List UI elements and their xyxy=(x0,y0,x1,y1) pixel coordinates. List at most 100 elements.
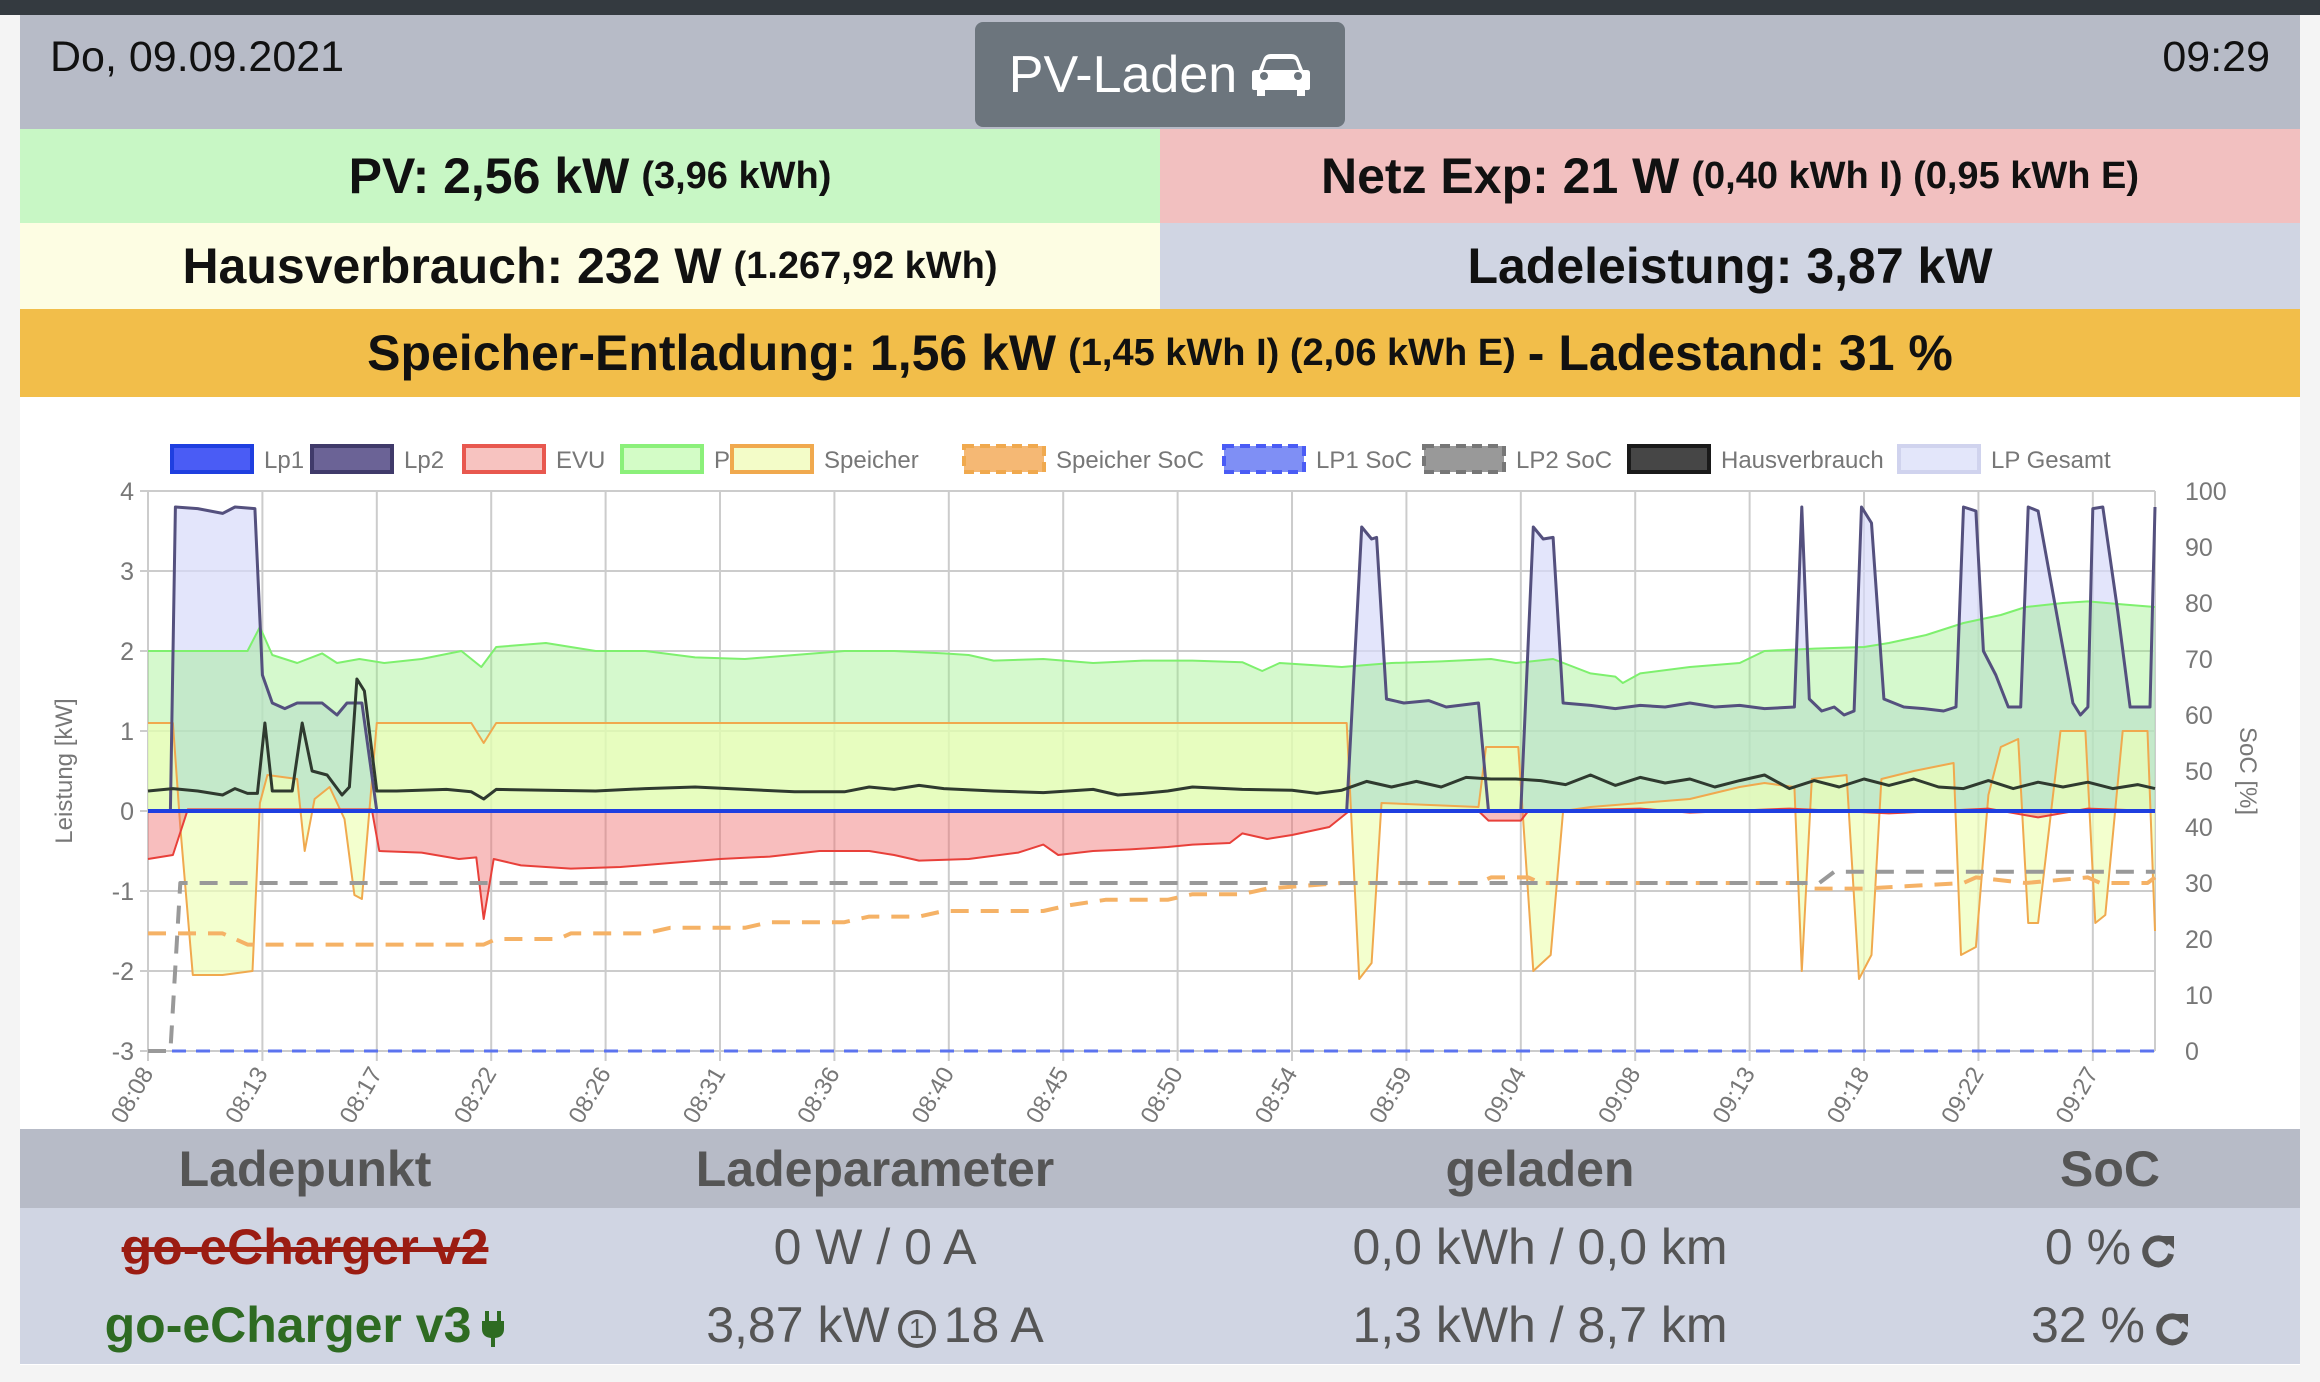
grid-power: Netz Exp: 21 W xyxy=(1320,148,1680,204)
y2-tick-label: 70 xyxy=(2185,646,2213,674)
x-tick-label: 08:13 xyxy=(220,1063,273,1129)
legend-label: Hausverbrauch xyxy=(1721,447,1884,474)
x-tick-label: 08:59 xyxy=(1364,1063,1417,1129)
col-ladepunkt: Ladepunkt xyxy=(178,1140,432,1197)
legend-swatch xyxy=(962,444,1046,474)
y2-tick-label: 50 xyxy=(2185,758,2213,786)
y-tick-label: 2 xyxy=(120,638,134,666)
chargepoint-name[interactable]: go-eCharger v2 xyxy=(121,1219,489,1275)
x-tick-label: 09:13 xyxy=(1707,1063,1760,1129)
x-tick-label: 08:08 xyxy=(106,1063,159,1129)
legend-label: Lp2 xyxy=(404,447,444,474)
grid-summary: Netz Exp: 21 W (0,40 kWh I) (0,95 kWh E) xyxy=(1160,129,2300,223)
top-bar xyxy=(0,0,2320,15)
legend-item-speicher[interactable]: Speicher xyxy=(730,444,919,474)
car-icon xyxy=(1252,53,1311,96)
y2-tick-label: 10 xyxy=(2185,982,2213,1010)
refresh-icon[interactable] xyxy=(2141,1232,2175,1270)
pv-power: PV: 2,56 kW xyxy=(348,148,630,204)
legend-item-speicher-soc[interactable]: Speicher SoC xyxy=(962,444,1204,474)
legend-item-lp2-soc[interactable]: LP2 SoC xyxy=(1422,444,1612,474)
storage-power: Speicher-Entladung: 1,56 kW xyxy=(367,325,1057,381)
x-tick-label: 08:26 xyxy=(563,1063,616,1129)
y2-tick-label: 100 xyxy=(2185,478,2227,506)
soc-value: 32 % xyxy=(2031,1297,2145,1353)
legend-label: LP2 SoC xyxy=(1516,447,1612,474)
y-tick-label: -1 xyxy=(112,878,134,906)
x-tick-label: 09:08 xyxy=(1593,1063,1646,1129)
legend-label: EVU xyxy=(556,447,605,474)
legend-item-pv[interactable]: PV xyxy=(620,444,746,474)
y2-tick-label: 0 xyxy=(2185,1038,2199,1066)
x-tick-label: 08:22 xyxy=(449,1063,502,1129)
x-tick-label: 08:54 xyxy=(1250,1063,1303,1129)
house-power: Hausverbrauch: 232 W xyxy=(182,238,722,294)
charge-power-summary: Ladeleistung: 3,87 kW xyxy=(1160,223,2300,309)
dashboard: Do, 09.09.2021 PV-Laden 09:29 PV: 2,56 k… xyxy=(20,15,2300,1365)
legend-label: Speicher xyxy=(824,447,919,474)
legend-swatch xyxy=(310,444,394,474)
charge-mode-label: PV-Laden xyxy=(1008,45,1238,104)
y-tick-label: 4 xyxy=(120,478,134,506)
legend-item-lp2[interactable]: Lp2 xyxy=(310,444,444,474)
col-geladen: geladen xyxy=(1445,1140,1635,1197)
legend-swatch xyxy=(730,444,814,474)
x-tick-label: 08:17 xyxy=(335,1063,388,1129)
legend-item-lp1-soc[interactable]: LP1 SoC xyxy=(1222,444,1412,474)
x-tick-label: 08:31 xyxy=(678,1063,731,1129)
soc-value: 0 % xyxy=(2044,1219,2132,1275)
charged: 0,0 kWh / 0,0 km xyxy=(1352,1219,1728,1275)
charge-current-value: 18 A xyxy=(943,1297,1044,1353)
y2-tick-label: 30 xyxy=(2185,870,2213,898)
table-header: Ladepunkt Ladeparameter geladen SoC xyxy=(20,1129,2300,1208)
legend-item-evu[interactable]: EVU xyxy=(462,444,605,474)
y-axis-label: Leistung [kW] xyxy=(51,698,78,843)
legend-swatch xyxy=(170,444,254,474)
chargepoint-name-cell[interactable]: go-eCharger v3 xyxy=(20,1296,590,1354)
y-tick-label: 0 xyxy=(120,798,134,826)
charge-power-value: 3,87 kW xyxy=(706,1297,890,1353)
legend-swatch xyxy=(1422,444,1506,474)
x-tick-label: 09:04 xyxy=(1479,1063,1532,1129)
legend-swatch xyxy=(462,444,546,474)
legend-swatch xyxy=(1627,444,1711,474)
plug-icon xyxy=(482,1310,505,1347)
x-tick-label: 09:27 xyxy=(2051,1063,2104,1129)
series-lp2-soc-line xyxy=(148,869,2155,1053)
legend-item-lp-gesamt[interactable]: LP Gesamt xyxy=(1897,444,2111,474)
storage-soc: - Ladestand: 31 % xyxy=(1527,325,1953,381)
x-tick-label: 09:22 xyxy=(1936,1063,1989,1129)
charge-params: 3,87 kW 1 18 A xyxy=(590,1296,1160,1354)
x-tick-label: 08:36 xyxy=(792,1063,845,1129)
charged: 1,3 kWh / 8,7 km xyxy=(1352,1297,1728,1353)
x-tick-label: 08:50 xyxy=(1135,1063,1188,1129)
x-tick-label: 09:18 xyxy=(1822,1063,1875,1129)
legend-item-lp1[interactable]: Lp1 xyxy=(170,444,304,474)
storage-summary: Speicher-Entladung: 1,56 kW (1,45 kWh I) … xyxy=(20,309,2300,397)
refresh-icon[interactable] xyxy=(2155,1310,2189,1348)
page-footer xyxy=(0,1365,2320,1382)
storage-energy: (1,45 kWh I) (2,06 kWh E) xyxy=(1068,331,1516,374)
series-speicher-soc-line xyxy=(148,875,2157,947)
legend-swatch xyxy=(1222,444,1306,474)
y-tick-label: 3 xyxy=(120,558,134,586)
charge-params: 0 W / 0 A xyxy=(773,1219,977,1275)
charge-points-table: Ladepunkt Ladeparameter geladen SoC go-e… xyxy=(20,1129,2300,1364)
chargepoint-name[interactable]: go-eCharger v3 xyxy=(104,1297,472,1353)
y2-tick-label: 90 xyxy=(2185,534,2213,562)
y2-tick-label: 80 xyxy=(2185,590,2213,618)
legend-swatch xyxy=(1897,444,1981,474)
y2-tick-label: 60 xyxy=(2185,702,2213,730)
table-row: go-eCharger v2 0 W / 0 A 0,0 kWh / 0,0 k… xyxy=(20,1208,2300,1286)
y2-tick-label: 40 xyxy=(2185,814,2213,842)
soc-cell: 32 % xyxy=(1920,1296,2300,1354)
legend-item-hausverbrauch[interactable]: Hausverbrauch xyxy=(1627,444,1884,474)
legend-label: Lp1 xyxy=(264,447,304,474)
charge-mode-button[interactable]: PV-Laden xyxy=(975,22,1345,127)
house-summary: Hausverbrauch: 232 W (1.267,92 kWh) xyxy=(20,223,1160,309)
series-lp-gesamt-area xyxy=(148,507,2155,811)
date: Do, 09.09.2021 xyxy=(50,33,345,81)
pv-summary: PV: 2,56 kW (3,96 kWh) xyxy=(20,129,1160,223)
legend-swatch xyxy=(620,444,704,474)
charge-power: Ladeleistung: 3,87 kW xyxy=(1467,238,1993,294)
